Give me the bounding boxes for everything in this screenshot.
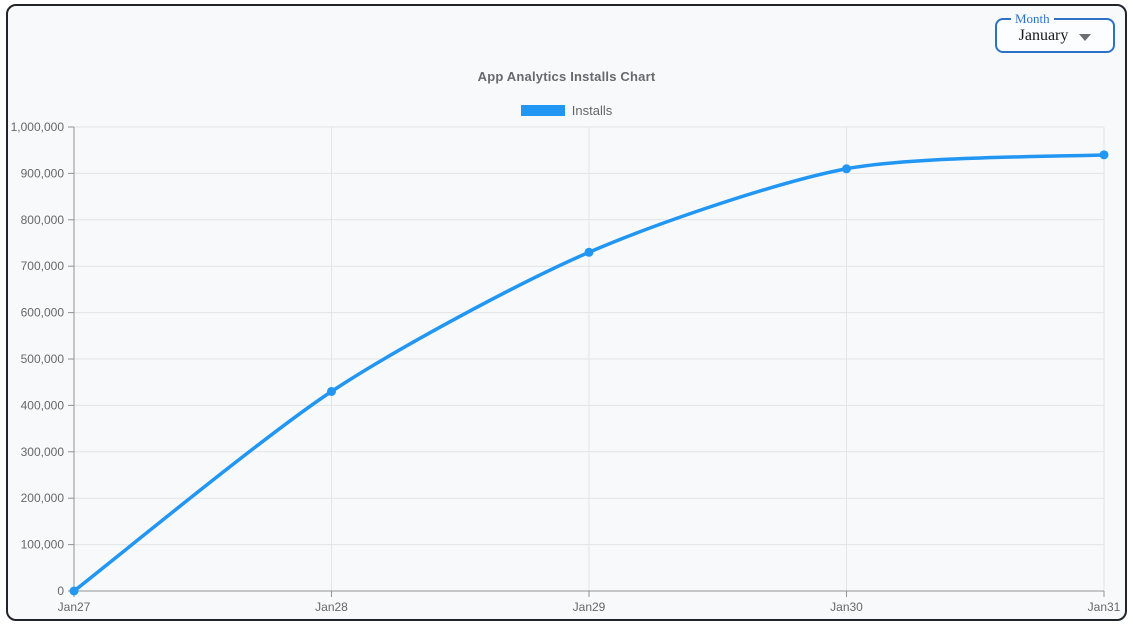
data-point[interactable] xyxy=(327,386,336,396)
y-tick-label: 900,000 xyxy=(21,166,65,180)
chart-title: App Analytics Installs Chart xyxy=(477,69,656,84)
installs-line xyxy=(72,153,1106,593)
legend-swatch-installs xyxy=(520,105,565,116)
x-tick-label: Jan28 xyxy=(315,600,348,614)
app-window: Month January App Analytics Installs Cha… xyxy=(6,4,1127,621)
y-tick-label: 100,000 xyxy=(21,538,65,552)
month-filter: Month January xyxy=(995,12,1115,53)
legend-item-installs[interactable]: Installs xyxy=(520,103,613,118)
y-tick-label: 200,000 xyxy=(21,491,65,505)
y-tick-label: 400,000 xyxy=(21,398,65,412)
data-point[interactable] xyxy=(69,586,79,596)
y-tick-label: 0 xyxy=(57,584,64,598)
month-select-value: January xyxy=(1018,27,1069,44)
data-point[interactable] xyxy=(584,247,594,257)
x-tick-label: Jan30 xyxy=(830,600,863,614)
installs-line-chart[interactable]: 0 100,000 200,000 300,000 400,000 500,000 600,… xyxy=(8,6,1125,619)
legend-label-installs: Installs xyxy=(571,103,613,118)
y-tick-label: 800,000 xyxy=(21,213,65,227)
month-select[interactable]: January xyxy=(1003,25,1107,47)
x-tick-label: Jan31 xyxy=(1088,600,1121,614)
y-tick-label: 500,000 xyxy=(21,352,65,366)
y-tick-label: 700,000 xyxy=(21,259,65,273)
chevron-down-icon xyxy=(1079,33,1092,41)
chart-legend: Installs xyxy=(8,103,1125,118)
y-tick-label: 600,000 xyxy=(21,306,65,320)
x-tick-label: Jan29 xyxy=(573,600,606,614)
data-point[interactable] xyxy=(1099,150,1109,160)
data-point[interactable] xyxy=(842,164,851,174)
month-filter-label: Month xyxy=(1015,11,1050,26)
y-tick-label: 300,000 xyxy=(21,445,65,459)
x-tick-label: Jan27 xyxy=(58,600,91,614)
y-tick-label: 1,000,000 xyxy=(11,120,65,134)
